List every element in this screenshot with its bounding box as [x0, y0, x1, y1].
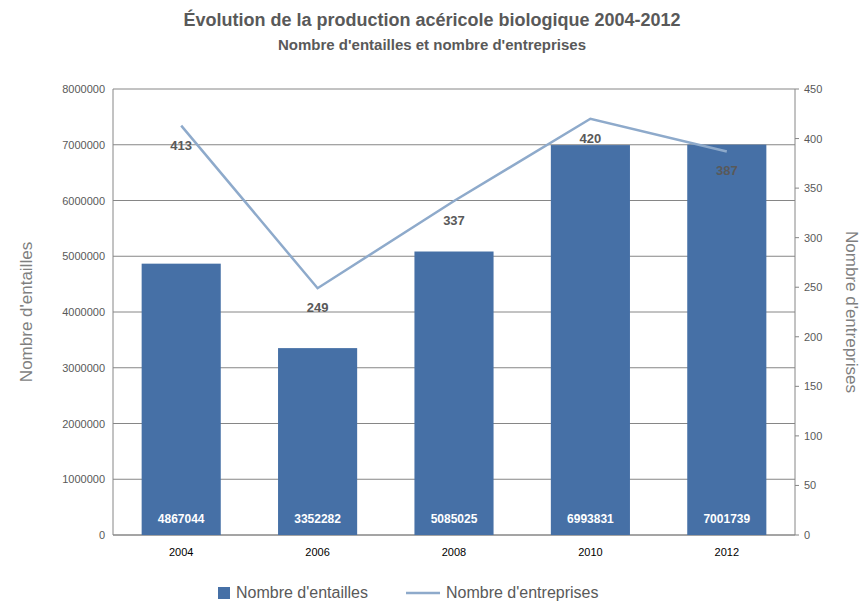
line-data-label: 420: [580, 131, 602, 146]
y2-tick-label: 350: [804, 182, 822, 194]
y2-tick: [795, 435, 799, 436]
y-tick-label: 5000000: [62, 250, 105, 262]
y2-tick: [795, 485, 799, 486]
bar-data-label: 6993831: [567, 512, 614, 526]
chart-root: Évolution de la production acéricole bio…: [0, 0, 865, 612]
x-tick-label: 2012: [715, 546, 739, 558]
bar: [687, 145, 766, 535]
y2-axis-line: [795, 89, 796, 535]
data-labels: 4867044 3352282 5085025 6993831 7001739 413 24…: [158, 131, 751, 526]
y2-tick: [795, 188, 799, 189]
line-data-label: 387: [716, 163, 738, 178]
y2-tick-label: 250: [804, 281, 822, 293]
x-tick-label: 2010: [578, 546, 602, 558]
x-tick-label: 2004: [169, 546, 193, 558]
x-tick-label: 2008: [442, 546, 466, 558]
y2-tick-label: 200: [804, 331, 822, 343]
legend-label: Nombre d'entailles: [236, 584, 368, 601]
y-axis-title: Nombre d'entailles: [17, 242, 36, 382]
y2-tick: [795, 89, 799, 90]
line-data-label: 249: [307, 300, 329, 315]
y-tick-label: 1000000: [62, 473, 105, 485]
legend-swatch: [406, 592, 440, 595]
bar-data-label: 7001739: [703, 512, 750, 526]
y2-tick-label: 300: [804, 232, 822, 244]
line-data-label: 337: [443, 213, 465, 228]
y2-tick-label: 50: [804, 479, 816, 491]
legend-label: Nombre d'entreprises: [446, 584, 598, 601]
y2-tick-label: 0: [804, 529, 810, 541]
bar-data-label: 4867044: [158, 512, 205, 526]
y2-tick: [795, 386, 799, 387]
marks: [142, 119, 767, 535]
y-tick-label: 6000000: [62, 195, 105, 207]
y-tick-label: 3000000: [62, 362, 105, 374]
y2-tick: [795, 287, 799, 288]
y2-tick: [795, 138, 799, 139]
line: [181, 119, 727, 288]
bar-data-label: 5085025: [431, 512, 478, 526]
y-axis-line: [113, 89, 114, 535]
subtitle: Nombre d'entailles et nombre d'entrepris…: [278, 36, 586, 53]
bar: [414, 252, 493, 535]
y-tick-label: 7000000: [62, 139, 105, 151]
bar: [142, 264, 221, 535]
x-tick-label: 2006: [305, 546, 329, 558]
y2-tick: [795, 336, 799, 337]
title: Évolution de la production acéricole bio…: [183, 9, 680, 30]
y-tick-label: 8000000: [62, 83, 105, 95]
y2-tick-label: 450: [804, 83, 822, 95]
y2-tick-label: 150: [804, 380, 822, 392]
y2-tick: [795, 535, 799, 536]
bar: [551, 145, 630, 535]
y2-tick-label: 100: [804, 430, 822, 442]
y2-axis-title: Nombre d'entreprises: [842, 231, 861, 393]
y-tick-label: 4000000: [62, 306, 105, 318]
y2-tick: [795, 237, 799, 238]
legend-swatch: [218, 587, 230, 599]
bar: [278, 348, 357, 535]
line-data-label: 413: [170, 138, 192, 153]
bar-data-label: 3352282: [294, 512, 341, 526]
y2-tick-label: 400: [804, 133, 822, 145]
y-tick-label: 2000000: [62, 418, 105, 430]
legend: Nombre d'entailles Nombre d'entreprises: [218, 584, 598, 601]
y-tick-label: 0: [99, 529, 105, 541]
chart-svg: Évolution de la production acéricole bio…: [0, 0, 865, 612]
grid-line: [113, 89, 795, 90]
